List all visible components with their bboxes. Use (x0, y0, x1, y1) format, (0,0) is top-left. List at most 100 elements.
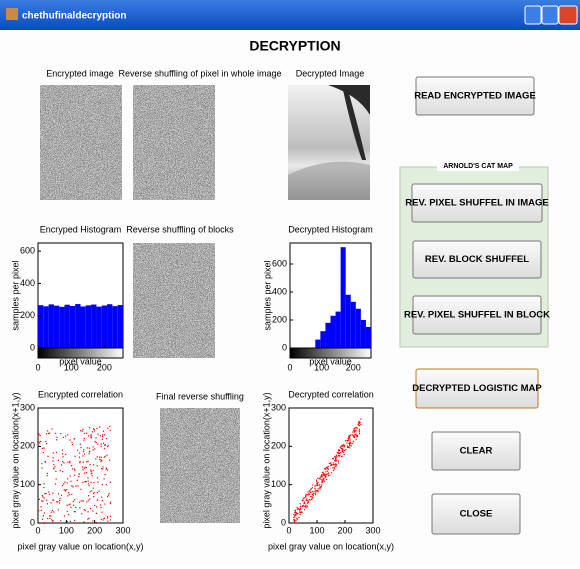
scatter-dot (326, 478, 328, 481)
scatter-dot (315, 491, 317, 493)
button-face[interactable] (431, 431, 521, 471)
scatter-dot (91, 490, 93, 492)
scatter-dot (42, 451, 44, 454)
layer: Encrypted image Reverse shuffling of pixe… (10, 68, 550, 551)
button[interactable]: REV. PIXEL SHUFFEL IN IMAGE (405, 183, 549, 223)
page-title: DECRYPTION (249, 38, 340, 54)
scatter-dot (332, 457, 334, 459)
scatter-dot (293, 521, 296, 523)
button-label[interactable]: REV. PIXEL SHUFFEL IN BLOCK (404, 310, 550, 321)
scatter-dot (45, 440, 47, 443)
button-face[interactable] (412, 295, 542, 335)
histogram-bar (350, 301, 356, 348)
scatter-dot (356, 427, 358, 429)
y-tick-label: 0 (282, 342, 287, 352)
scatter-dot (347, 438, 349, 440)
maximize-button[interactable] (541, 5, 559, 25)
histogram-bar (325, 322, 331, 348)
button-face[interactable] (411, 183, 543, 223)
scatter-dot (320, 478, 322, 480)
scatter-dot (103, 517, 105, 520)
button-label[interactable]: READ ENCRYPTED IMAGE (414, 91, 536, 102)
scatter-dot (86, 447, 88, 449)
button-label[interactable]: REV. BLOCK SHUFFEL (425, 254, 529, 265)
scatter-dot (88, 447, 91, 449)
button-label[interactable]: CLOSE (460, 509, 493, 520)
close-window-button[interactable] (558, 5, 578, 25)
scatter-dot (52, 520, 54, 522)
button-face[interactable] (431, 493, 521, 535)
scatter-dot (49, 517, 51, 520)
scatter-dot (99, 458, 101, 460)
scatter-dot (57, 509, 59, 511)
button[interactable]: REV. PIXEL SHUFFEL IN BLOCK (404, 295, 550, 335)
x-tick-label: 0 (35, 525, 40, 535)
scatter-dot (306, 498, 308, 500)
button[interactable]: CLEAR (431, 431, 521, 471)
scatter-dot (295, 513, 297, 515)
scatter-dot (42, 500, 44, 502)
button-face[interactable] (415, 76, 535, 116)
scatter-dot (346, 440, 348, 442)
scatter-dot (88, 453, 90, 455)
scatter-dot (92, 520, 94, 522)
scatter-dot (71, 485, 73, 487)
scatter-dot (357, 424, 359, 426)
scatter-dot (326, 466, 328, 469)
scatter-dot (103, 456, 105, 458)
scatter-dot (69, 520, 71, 522)
scatter-dot (321, 472, 324, 474)
scatter-dot (317, 481, 319, 484)
x-tick-label: 100 (64, 362, 79, 372)
scatter-dot (41, 494, 44, 497)
button-label[interactable]: REV. PIXEL SHUFFEL IN IMAGE (405, 198, 548, 209)
scatter-dot (93, 481, 95, 484)
scatter-dot (109, 501, 112, 503)
button-face[interactable] (415, 368, 539, 409)
scatter-dot (71, 465, 73, 467)
scatter-dot (61, 449, 63, 451)
y-axis-label: samples per pixel (10, 260, 20, 330)
scatter-dot (315, 479, 318, 481)
scatter-dot (356, 435, 359, 437)
scatter-dot (76, 479, 78, 481)
histogram-bar (80, 306, 86, 348)
colorbar (289, 347, 372, 359)
scatter-dot (69, 503, 71, 505)
scatter-dot (337, 460, 340, 462)
scatter-dot (95, 437, 97, 439)
button[interactable]: REV. BLOCK SHUFFEL (412, 240, 542, 279)
scatter-dot (89, 427, 91, 429)
scatter-dot (354, 435, 356, 437)
scatter-dot (62, 471, 64, 473)
scatter-dot (356, 436, 358, 438)
button-label[interactable]: CLEAR (460, 446, 493, 457)
scatter-dot (72, 500, 74, 503)
scatter-dot (90, 437, 92, 439)
scatter-dot (69, 460, 71, 463)
scatter-dot (59, 498, 61, 500)
x-tick-label: 200 (337, 525, 352, 535)
scatter-dot (109, 515, 112, 517)
button[interactable]: DECRYPTED LOGISTIC MAP (412, 368, 542, 409)
button[interactable]: READ ENCRYPTED IMAGE (414, 76, 536, 116)
scatter-dot (99, 426, 101, 428)
scatter-dot (52, 499, 54, 501)
scatter-dot (77, 485, 79, 487)
scatter-dot (313, 491, 315, 493)
palm-shape (328, 85, 370, 160)
button[interactable]: CLOSE (431, 493, 521, 535)
scatter-dot (91, 475, 93, 477)
button-label[interactable]: DECRYPTED LOGISTIC MAP (412, 383, 542, 394)
scatter-dot (341, 448, 344, 450)
scatter-dot (42, 515, 44, 517)
minimize-button[interactable] (524, 5, 542, 25)
histogram-bar (59, 306, 65, 348)
scatter-dot (354, 427, 356, 429)
button-face[interactable] (412, 240, 542, 279)
scatter-dot (295, 511, 297, 514)
histogram-bar (345, 294, 351, 348)
scatter-dot (38, 441, 40, 443)
scatter-dot (55, 451, 58, 454)
scatter-dot (86, 501, 88, 503)
